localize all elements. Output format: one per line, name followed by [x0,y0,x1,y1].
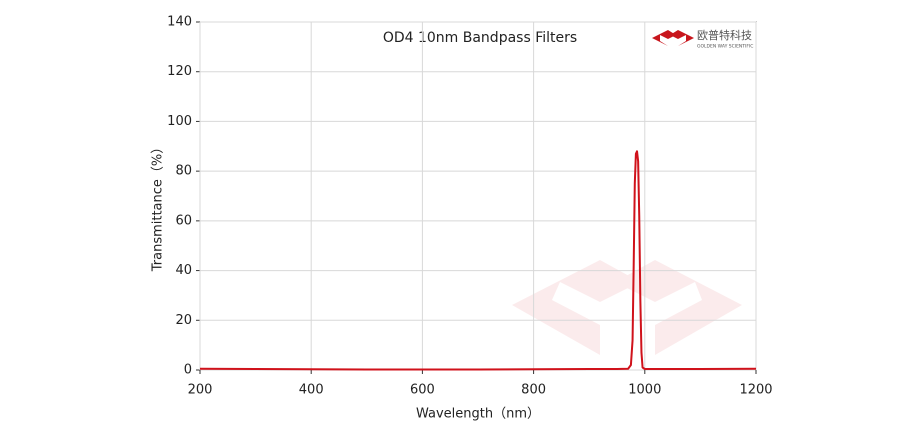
y-tick-label: 140 [167,15,192,30]
x-tick-label: 200 [188,383,213,398]
x-tick-label: 1000 [628,383,661,398]
logo-subtext: GOLDEN WAY SCIENTIFIC [697,44,753,50]
y-tick-label: 120 [167,64,192,79]
y-tick-label: 80 [175,164,192,179]
line-series [199,150,757,371]
x-tick-label: 1200 [739,383,772,398]
y-tick-label: 100 [167,114,192,129]
chart-title: OD4 10nm Bandpass Filters [383,30,577,46]
watermark [512,260,742,355]
x-tick-label: 800 [521,383,546,398]
logo: 欧普特科技 GOLDEN WAY SCIENTIFIC [652,28,753,50]
logo-text: 欧普特科技 [697,28,752,42]
y-axis-label: Transmittance（%） [151,141,166,273]
y-tick-label: 0 [184,363,192,378]
x-tick-label: 600 [410,383,435,398]
y-tick-label: 40 [175,263,192,278]
x-tick-label: 400 [299,383,324,398]
x-axis-label: Wavelength（nm） [416,407,540,422]
y-tick-label: 20 [175,313,192,328]
y-tick-label: 60 [175,213,192,228]
